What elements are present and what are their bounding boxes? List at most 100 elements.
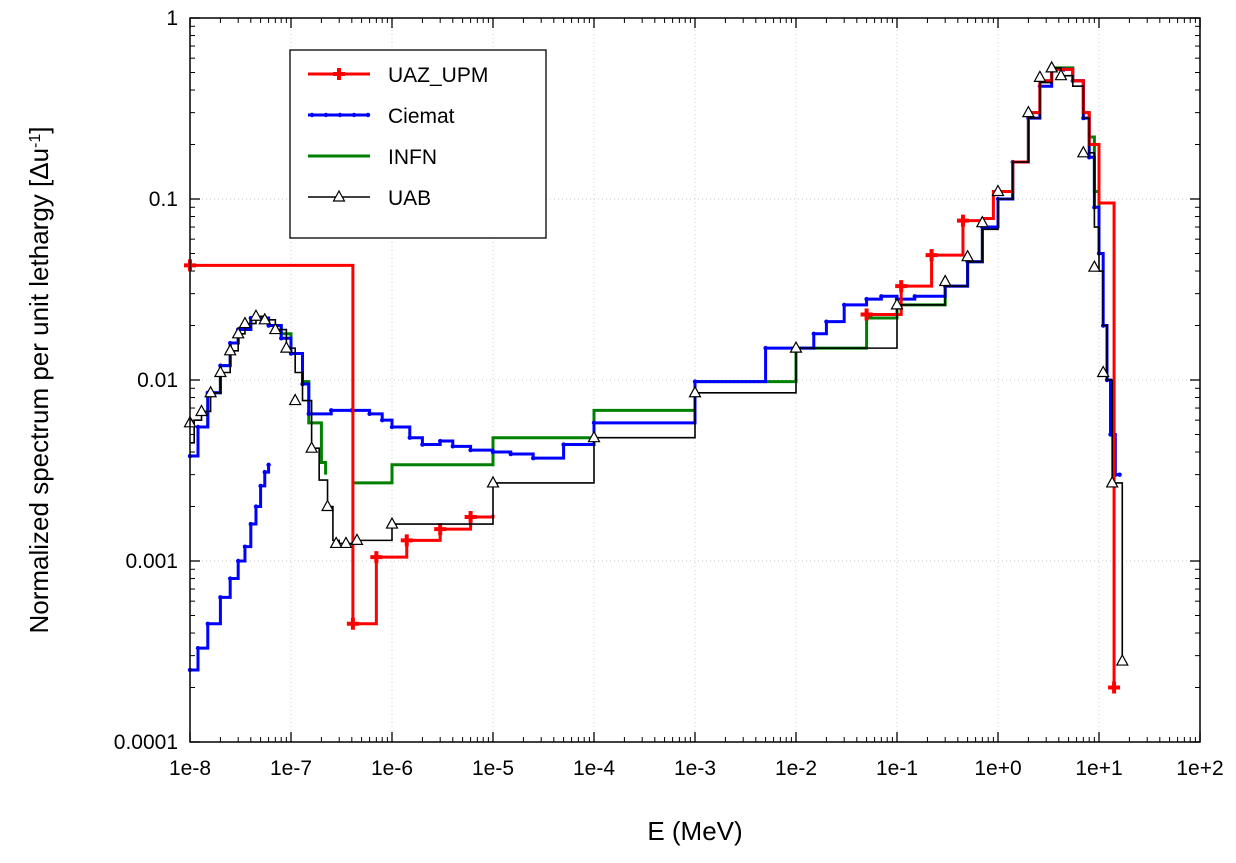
uaz-upm-marker bbox=[464, 511, 477, 524]
uab-marker bbox=[991, 184, 1005, 197]
ciemat-marker bbox=[195, 645, 201, 651]
x-tick-label: 1e-8 bbox=[169, 757, 211, 780]
ciemat-marker bbox=[692, 379, 698, 384]
series-line-uaz-upm bbox=[866, 67, 1116, 688]
ciemat-marker bbox=[763, 345, 768, 351]
ciemat-marker bbox=[262, 469, 267, 475]
uaz-upm-marker bbox=[956, 214, 969, 227]
uab-marker bbox=[1096, 365, 1110, 378]
uab-marker bbox=[268, 322, 282, 335]
uab-marker bbox=[385, 516, 399, 529]
uab-marker bbox=[975, 215, 989, 228]
x-tick-label: 1e-5 bbox=[472, 757, 514, 780]
uaz-upm-marker bbox=[925, 249, 938, 262]
ciemat-marker bbox=[879, 294, 884, 299]
ciemat-marker bbox=[1117, 472, 1122, 477]
uab-marker bbox=[1087, 259, 1101, 272]
legend-uaz-upm-marker bbox=[333, 68, 345, 80]
legend-ciemat-marker bbox=[337, 112, 343, 118]
uaz-upm-marker bbox=[370, 551, 383, 564]
uaz-upm-marker bbox=[1108, 681, 1121, 694]
ciemat-marker bbox=[258, 483, 263, 489]
uab-marker bbox=[223, 343, 237, 356]
uab-marker bbox=[1105, 475, 1119, 488]
ciemat-marker bbox=[561, 442, 566, 447]
ciemat-marker bbox=[235, 558, 241, 564]
x-tick-label: 1e-1 bbox=[876, 757, 918, 780]
tick-labels: 1e-8 1e-7 1e-6 1e-5 1e-4 1e-3 1e-2 1e-1 1e+0 1e+1… bbox=[114, 7, 1224, 780]
uab-marker bbox=[1045, 60, 1059, 73]
x-tick-label: 1e-6 bbox=[371, 757, 413, 780]
ciemat-marker bbox=[306, 411, 311, 417]
uab-marker bbox=[961, 249, 975, 262]
x-tick-label: 1e+0 bbox=[974, 757, 1021, 780]
uaz-upm-marker bbox=[860, 308, 873, 321]
legend-label-uab: UAB bbox=[388, 187, 431, 210]
ciemat-marker bbox=[242, 544, 248, 549]
legend: UAZ_UPM Ciemat INFN UAB bbox=[289, 49, 547, 239]
y-tick-label: 0.0001 bbox=[114, 731, 178, 754]
legend-item-infn: INFN bbox=[308, 146, 437, 169]
uab-marker bbox=[1033, 70, 1047, 82]
ciemat-marker bbox=[824, 319, 829, 324]
legend-ciemat-marker bbox=[365, 112, 371, 118]
uab-marker bbox=[1115, 653, 1129, 666]
y-axis-title: Normalized spectrum per unit lethargy [Δ… bbox=[24, 126, 54, 633]
uab-marker bbox=[486, 475, 500, 488]
legend-box bbox=[289, 49, 547, 239]
ciemat-marker bbox=[864, 296, 869, 302]
ciemat-marker bbox=[450, 444, 456, 449]
uab-marker bbox=[305, 440, 319, 453]
ciemat-marker bbox=[227, 340, 233, 346]
ciemat-marker bbox=[490, 449, 496, 455]
ciemat-marker bbox=[912, 294, 917, 299]
x-tick-label: 1e-3 bbox=[674, 757, 716, 780]
series-line-uaz-upm bbox=[190, 263, 495, 626]
legend-ciemat-marker bbox=[323, 112, 329, 118]
series-uab bbox=[183, 60, 1129, 666]
legend-uab-marker bbox=[332, 189, 346, 202]
uab-marker bbox=[587, 430, 601, 443]
ciemat-marker bbox=[389, 424, 395, 430]
uaz-upm-marker bbox=[895, 280, 908, 293]
uab-marker bbox=[890, 297, 904, 310]
ciemat-marker bbox=[227, 576, 233, 581]
legend-ciemat-marker bbox=[351, 112, 357, 118]
uab-marker bbox=[1054, 68, 1068, 81]
ciemat-marker bbox=[218, 595, 223, 600]
ciemat-marker bbox=[367, 411, 372, 417]
legend-item-ciemat: Ciemat bbox=[308, 105, 455, 128]
ciemat-marker bbox=[841, 302, 847, 308]
ciemat-marker bbox=[266, 462, 271, 468]
uab-marker bbox=[288, 393, 302, 406]
x-tick-label: 1e-4 bbox=[573, 757, 615, 780]
ticks bbox=[189, 17, 1201, 743]
y-axis-title-superscript: -1 bbox=[27, 134, 44, 148]
y-axis-title-main: Normalized spectrum per unit lethargy [Δ… bbox=[24, 148, 54, 634]
ciemat-marker bbox=[591, 420, 597, 426]
uab-marker bbox=[231, 326, 245, 339]
y-tick-label: 0.001 bbox=[125, 550, 178, 573]
uaz-upm-marker bbox=[400, 534, 413, 547]
ciemat-marker bbox=[380, 417, 385, 423]
legend-ciemat-marker bbox=[309, 112, 315, 118]
ciemat-marker bbox=[248, 521, 254, 527]
y-tick-label: 0.01 bbox=[137, 369, 178, 392]
uab-marker bbox=[258, 312, 272, 325]
ciemat-marker bbox=[437, 438, 443, 444]
ciemat-marker bbox=[420, 442, 425, 447]
series-line-ciemat bbox=[190, 464, 271, 672]
ciemat-marker bbox=[205, 621, 210, 626]
uab-marker bbox=[1021, 105, 1035, 118]
y-tick-label: 0.1 bbox=[149, 188, 178, 211]
y-axis-title-close: ] bbox=[24, 126, 54, 133]
uab-marker bbox=[213, 365, 227, 378]
ciemat-marker bbox=[811, 331, 816, 336]
legend-label-ciemat: Ciemat bbox=[388, 105, 455, 128]
legend-item-uab: UAB bbox=[308, 187, 431, 210]
x-tick-label: 1e+1 bbox=[1075, 757, 1122, 780]
ciemat-marker bbox=[407, 435, 412, 440]
ciemat-marker bbox=[195, 424, 201, 430]
uab-marker bbox=[238, 316, 252, 329]
